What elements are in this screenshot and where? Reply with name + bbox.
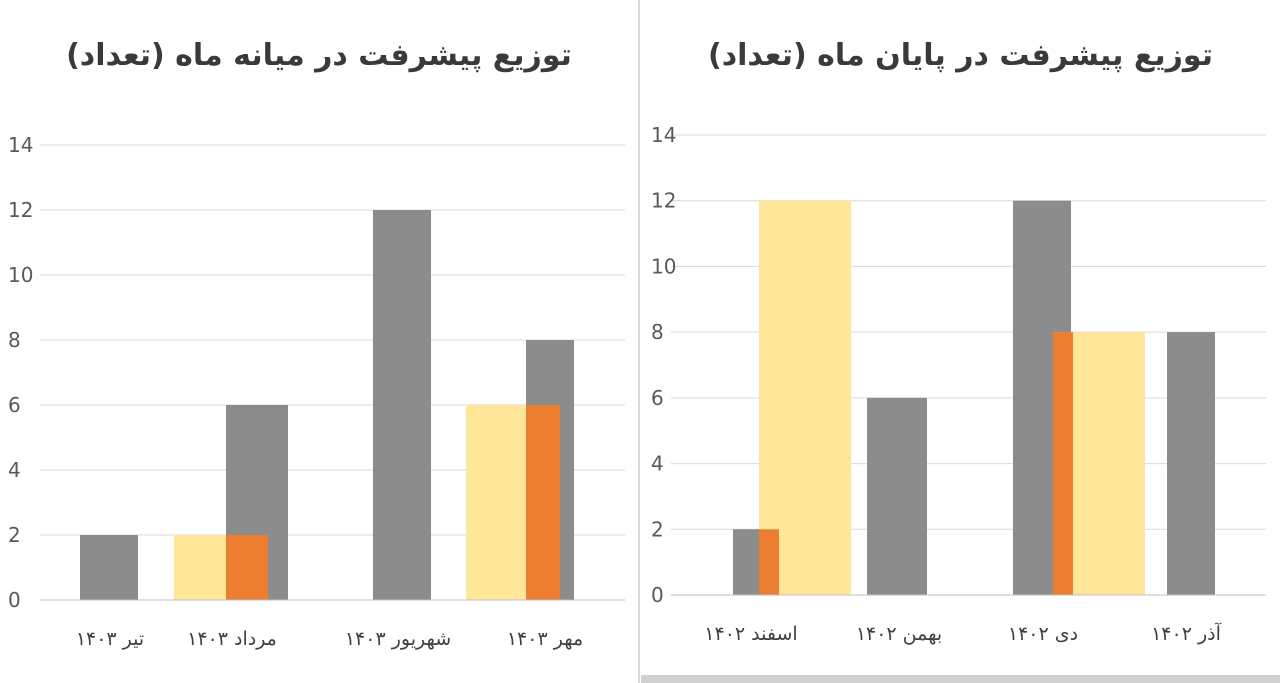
y-tick-label: 14 <box>8 133 33 157</box>
y-tick-label: 6 <box>8 393 21 417</box>
y-tick-label: 0 <box>8 588 21 612</box>
x-category-label: اسفند ۱۴۰۲ <box>704 623 797 645</box>
bar-series-0 <box>80 535 138 600</box>
y-tick-label: 8 <box>651 320 664 344</box>
chart-title: توزیع پیشرفت در میانه ماه (تعداد) <box>66 38 573 73</box>
bar-series-2 <box>466 405 536 600</box>
bar-series-1 <box>1053 332 1073 595</box>
y-tick-label: 10 <box>651 254 676 278</box>
y-tick-label: 4 <box>8 458 21 482</box>
bar-series-1 <box>226 535 268 600</box>
y-tick-label: 14 <box>651 123 676 147</box>
chart-panel-right: توزیع پیشرفت در پایان ماه (تعداد) 0 2 4 6 8 1… <box>641 0 1280 683</box>
x-category-label: شهریور ۱۴۰۳ <box>345 628 451 650</box>
chart-panel-left: توزیع پیشرفت در میانه ماه (تعداد) 0 2 4 6 8 1… <box>8 0 640 683</box>
y-tick-label: 10 <box>8 263 33 287</box>
panel-bottom-strip <box>641 675 1280 683</box>
x-category-label: آذر ۱۴۰۲ <box>1151 621 1222 645</box>
y-tick-label: 2 <box>8 523 21 547</box>
y-tick-label: 0 <box>651 583 664 607</box>
chart-plot-right: 0 2 4 6 8 10 12 14 اسفند ۱۴۰۲ بهمن ۱۴۰۲ دی ۱۴۰۲ آذر… <box>651 123 1266 645</box>
y-tick-label: 8 <box>8 328 21 352</box>
bar-series-0 <box>1167 332 1215 595</box>
y-tick-label: 6 <box>651 386 664 410</box>
y-tick-label: 12 <box>651 189 676 213</box>
x-category-label: مرداد ۱۴۰۳ <box>187 628 277 650</box>
x-category-label: بهمن ۱۴۰۲ <box>856 623 942 645</box>
x-category-label: تیر ۱۴۰۳ <box>76 628 144 650</box>
bar-series-1 <box>759 529 779 595</box>
x-category-label: مهر ۱۴۰۳ <box>507 628 583 650</box>
bar-series-0 <box>373 210 431 600</box>
chart-title: توزیع پیشرفت در پایان ماه (تعداد) <box>708 38 1214 73</box>
bar-series-0 <box>867 397 927 595</box>
y-tick-label: 2 <box>651 517 664 541</box>
chart-plot-left: 0 2 4 6 8 10 12 14 تیر ۱۴۰۳ مرداد ۱۴۰۳ شهریور ۱۴۰۳… <box>8 133 625 650</box>
y-tick-label: 12 <box>8 198 33 222</box>
x-category-label: دی ۱۴۰۲ <box>1008 623 1078 645</box>
y-tick-label: 4 <box>651 452 664 476</box>
bar-series-1 <box>526 405 560 600</box>
